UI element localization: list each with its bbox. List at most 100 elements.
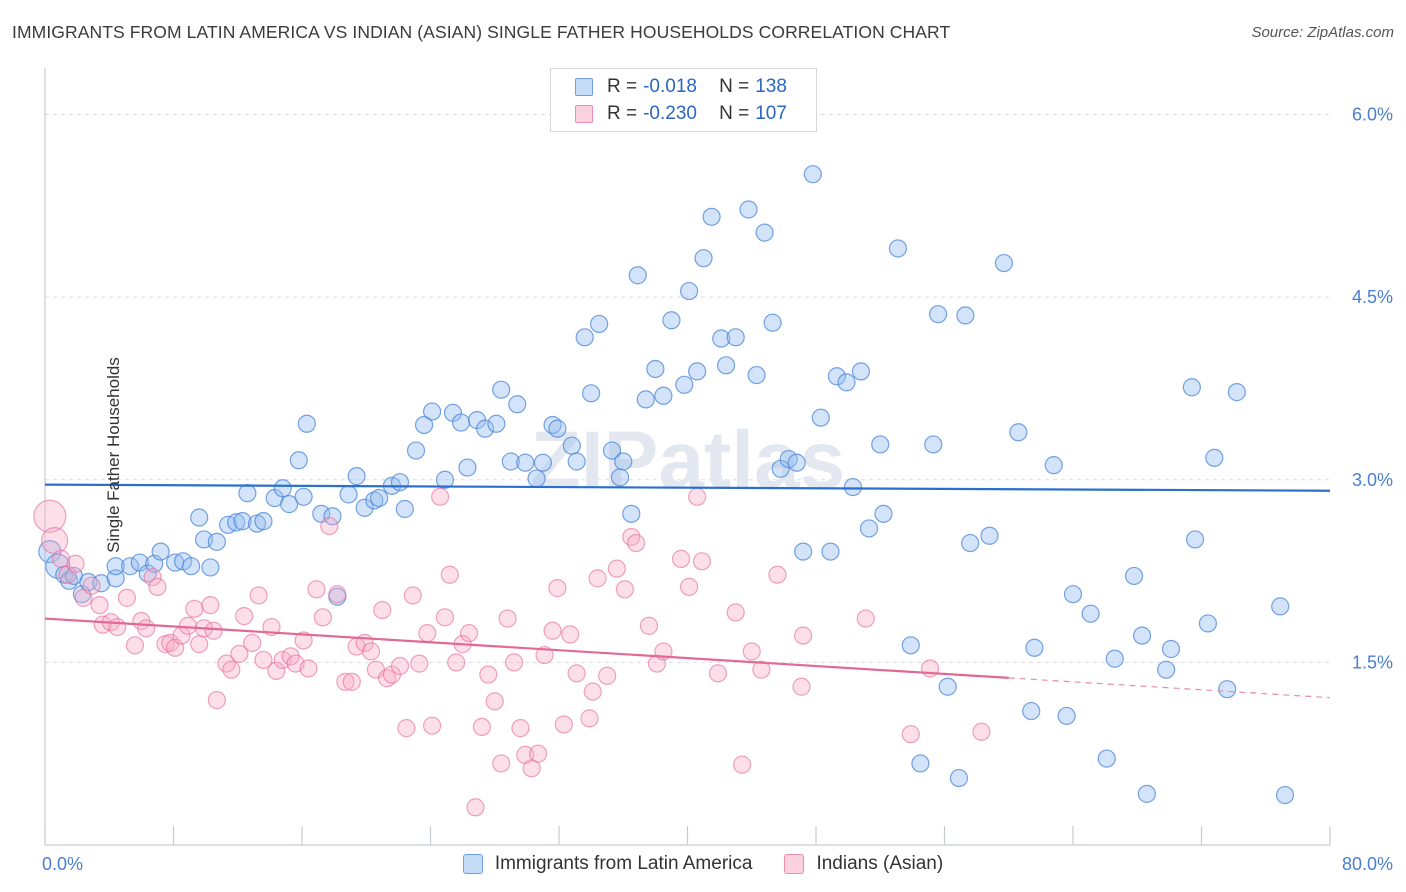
stats-row-latin-america: R = -0.018 N = 138 bbox=[575, 76, 787, 98]
latin-america-point bbox=[787, 453, 806, 472]
indians-point bbox=[51, 549, 71, 568]
indians-point bbox=[479, 665, 498, 684]
indians-point bbox=[328, 585, 347, 604]
latin-america-point bbox=[207, 532, 226, 551]
indians-point bbox=[217, 654, 236, 673]
latin-america-point bbox=[821, 542, 840, 561]
latin-america-point bbox=[508, 395, 527, 414]
latin-america-point bbox=[575, 328, 594, 347]
indians-point bbox=[41, 527, 69, 555]
indians-point bbox=[567, 664, 586, 683]
latin-america-point bbox=[233, 512, 252, 531]
latin-america-point bbox=[763, 313, 782, 332]
latin-america-point bbox=[370, 488, 389, 508]
latin-america-point bbox=[961, 533, 980, 553]
indians-point bbox=[548, 579, 567, 598]
latin-america-point bbox=[395, 499, 414, 519]
indians-point bbox=[66, 554, 85, 573]
indians-point bbox=[447, 653, 466, 672]
indians-point bbox=[768, 565, 787, 584]
latin-america-point bbox=[323, 507, 342, 526]
x-tick-label: 0.0% bbox=[42, 854, 83, 874]
indians-point bbox=[431, 487, 450, 506]
indians-point bbox=[435, 608, 455, 627]
indians-point bbox=[598, 666, 617, 685]
x-tick-label: 80.0% bbox=[1342, 854, 1393, 874]
indians-point bbox=[459, 624, 479, 643]
indians-point bbox=[82, 576, 101, 595]
indians-point bbox=[90, 596, 109, 615]
indians-point bbox=[708, 664, 728, 683]
latin-america-point bbox=[492, 380, 511, 399]
latin-america-point bbox=[980, 526, 999, 545]
indians-point bbox=[561, 625, 580, 644]
indians-point bbox=[440, 565, 459, 584]
latin-america-point bbox=[476, 419, 495, 438]
latin-america-point bbox=[533, 453, 553, 472]
latin-america-point bbox=[888, 239, 908, 258]
indians-point bbox=[307, 580, 326, 599]
indians-point bbox=[607, 559, 626, 578]
legend-item-latin-america[interactable]: Immigrants from Latin America bbox=[462, 853, 753, 875]
indians-point bbox=[901, 725, 920, 744]
indians-point bbox=[580, 709, 599, 728]
latin-america-point bbox=[289, 451, 308, 470]
indians-point bbox=[726, 603, 745, 622]
indians-point bbox=[543, 621, 562, 640]
y-axis-label: Single Father Households bbox=[103, 357, 123, 553]
latin-america-point bbox=[390, 473, 410, 492]
series-swatch-latin-america bbox=[575, 78, 593, 96]
indians-point bbox=[792, 677, 811, 696]
latin-america-point bbox=[1218, 680, 1237, 699]
indians-point bbox=[472, 717, 491, 737]
indians-point bbox=[117, 588, 137, 607]
latin-america-point bbox=[435, 470, 455, 489]
latin-america-point bbox=[622, 504, 641, 523]
indians-point bbox=[397, 719, 416, 738]
indians-point bbox=[466, 798, 485, 817]
latin-america-point bbox=[501, 452, 520, 471]
latin-america-point bbox=[238, 484, 257, 503]
latin-america-point bbox=[994, 253, 1014, 273]
r-value: -0.018 bbox=[643, 76, 697, 97]
latin-america-point bbox=[1081, 604, 1100, 623]
indians-point bbox=[615, 580, 634, 599]
legend-item-indians[interactable]: Indians (Asian) bbox=[784, 853, 943, 875]
latin-america-point bbox=[1009, 423, 1028, 442]
indians-point bbox=[204, 621, 223, 640]
latin-america-point bbox=[654, 386, 673, 405]
indians-point bbox=[125, 636, 145, 655]
indians-trend-line bbox=[44, 617, 1009, 680]
latin-america-point bbox=[355, 498, 374, 517]
latin-america-point bbox=[794, 542, 813, 561]
latin-america-point bbox=[254, 512, 273, 531]
indians-point bbox=[410, 654, 429, 673]
indians-point bbox=[313, 608, 332, 627]
latin-america-point bbox=[1185, 530, 1205, 549]
legend-label-latin-america: Immigrants from Latin America bbox=[494, 853, 753, 874]
indians-point bbox=[143, 568, 162, 587]
n-label: N = bbox=[719, 76, 750, 97]
indians-point bbox=[148, 577, 167, 596]
n-value: 107 bbox=[755, 103, 787, 124]
indians-point bbox=[207, 691, 226, 710]
indians-point bbox=[688, 487, 707, 506]
latin-america-point bbox=[527, 469, 546, 488]
n-value: 138 bbox=[755, 76, 787, 97]
indians-point bbox=[361, 642, 381, 661]
latin-america-point bbox=[837, 373, 856, 392]
y-tick-label: 4.5% bbox=[1352, 287, 1393, 307]
latin-america-point bbox=[1227, 383, 1246, 402]
indians-point bbox=[190, 635, 209, 654]
latin-america-point bbox=[859, 519, 879, 538]
trend-lines bbox=[44, 483, 1331, 699]
latin-america-trend-line bbox=[44, 483, 1331, 492]
indians-point bbox=[320, 516, 339, 536]
indians-point bbox=[299, 659, 318, 678]
legend-swatch-latin-america bbox=[462, 854, 483, 874]
indians-point bbox=[243, 633, 262, 653]
indians-point bbox=[498, 609, 517, 628]
indians-point bbox=[752, 660, 771, 679]
latin-america-point bbox=[901, 636, 920, 655]
